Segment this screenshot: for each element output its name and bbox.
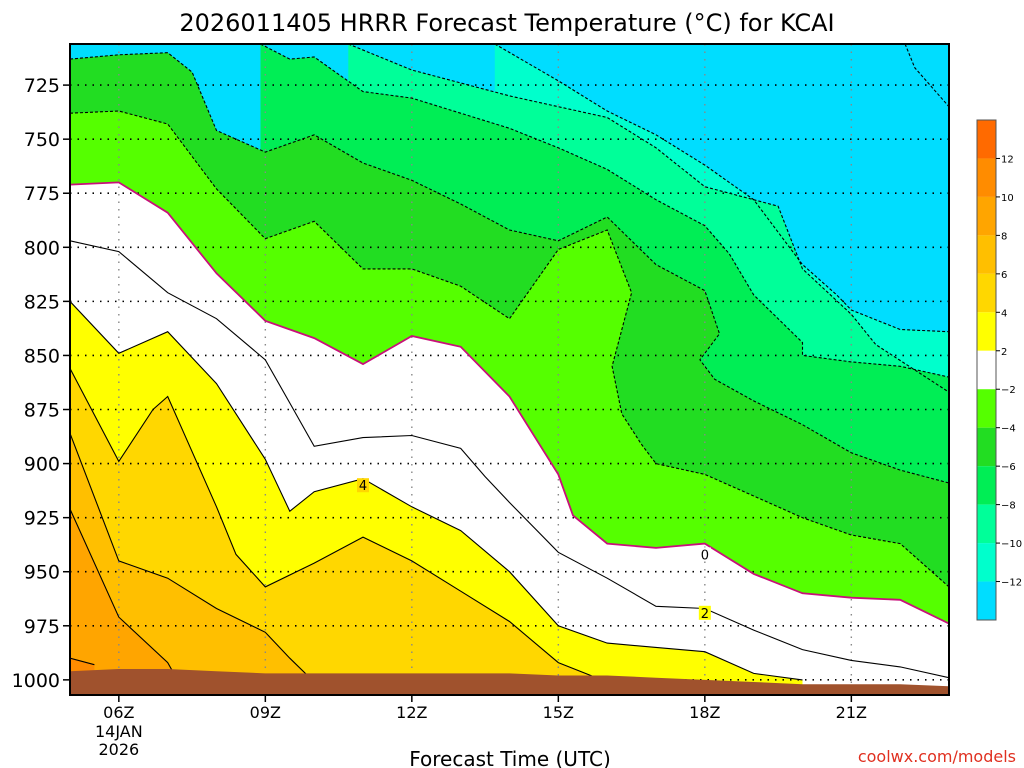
contour-label-bg	[698, 547, 711, 562]
isotherm-negative	[348, 44, 949, 393]
isotherm-contours	[70, 44, 949, 683]
isotherm-negative	[70, 52, 949, 484]
y-tick-label: 975	[24, 616, 60, 638]
y-tick-label: 775	[24, 183, 60, 205]
colorbar-swatch	[977, 581, 996, 620]
contour-label: 2	[701, 607, 709, 622]
y-tick-label: 825	[24, 291, 60, 313]
colorbar-label: −4	[1001, 424, 1016, 435]
isotherm-positive	[70, 368, 608, 683]
x-tick-label: 18Z	[689, 703, 720, 722]
contour-label-bg	[357, 478, 369, 493]
colorbar-swatch	[977, 543, 996, 582]
isotherm-positive	[70, 301, 803, 681]
isotherm-zero	[70, 181, 949, 625]
isotherm-negative	[70, 110, 949, 588]
x-tick-label: 15Z	[543, 703, 574, 722]
ground-fill	[70, 669, 949, 695]
colorbar-swatch	[977, 312, 996, 351]
color-scale-legend: 12 10 8 6 4 2 −2 −4 −6 −8 −10 −12	[976, 119, 1022, 621]
colorbar-swatch	[977, 466, 996, 505]
colorbar-label: 8	[1001, 231, 1007, 242]
temperature-band	[70, 509, 178, 695]
y-tick-label: 800	[24, 237, 60, 259]
x-tick-label: 09Z	[250, 703, 281, 722]
x-tick-label: 06Z	[103, 703, 134, 722]
y-tick-label: 725	[24, 75, 60, 97]
colorbar-frame	[976, 119, 997, 621]
y-tick-label: 1000	[12, 670, 60, 692]
colorbar-label: 2	[1001, 347, 1007, 358]
colorbar-label: −10	[1001, 539, 1022, 550]
isotherm-positive	[70, 657, 95, 666]
isotherm-positive	[70, 240, 949, 679]
colorbar-label: 10	[1001, 193, 1014, 204]
colorbar-label: 6	[1001, 270, 1007, 281]
contour-label-bg	[698, 605, 711, 620]
x-tick-label: 21Z	[836, 703, 867, 722]
colorbar-label: 4	[1001, 308, 1007, 319]
x-axis-label: Forecast Time (UTC)	[409, 747, 611, 768]
colorbar-swatch	[977, 389, 996, 428]
colorbar-swatch	[977, 235, 996, 274]
chart-title: 2026011405 HRRR Forecast Temperature (°C…	[179, 9, 834, 37]
x-date-label: 14JAN	[95, 722, 143, 741]
colorbar-swatch	[977, 427, 996, 467]
x-tick-label: 12Z	[396, 703, 427, 722]
plot-frame	[69, 43, 950, 696]
y-tick-label: 925	[24, 508, 60, 530]
isotherm-positive	[70, 433, 315, 683]
colorbar-swatch	[977, 158, 996, 197]
isotherm-negative	[260, 44, 949, 378]
colorbar-label: −12	[1001, 578, 1022, 589]
y-tick-label: 900	[24, 454, 60, 476]
colorbar-swatch	[977, 504, 996, 544]
contour-label: 4	[359, 479, 367, 494]
temperature-fill-bands	[70, 44, 949, 695]
colorbar-label: 12	[1001, 154, 1014, 165]
colorbar-swatch	[977, 196, 996, 236]
x-date-label: 2026	[98, 740, 139, 759]
colorbar-label: −6	[1001, 462, 1016, 473]
y-axis: 725 750 775 800 825 850 875 900 925 950 975 1000	[12, 75, 70, 692]
colorbar-swatch	[977, 120, 996, 159]
y-tick-label: 750	[24, 129, 60, 151]
y-tick-label: 850	[24, 345, 60, 367]
y-tick-label: 950	[24, 562, 60, 584]
colorbar-swatch	[977, 350, 996, 390]
credit-text: coolwx.com/models	[858, 747, 1016, 766]
plot-area: 4 0 2	[70, 44, 949, 695]
colorbar-label: −8	[1001, 501, 1016, 512]
y-tick-label: 875	[24, 400, 60, 422]
contour-label: 0	[701, 548, 709, 563]
colorbar-swatch	[977, 273, 996, 313]
contour-labels: 4 0 2	[357, 478, 711, 622]
ground-surface	[70, 669, 949, 695]
colorbar-label: −2	[1001, 385, 1016, 396]
isotherm-negative	[904, 44, 949, 108]
